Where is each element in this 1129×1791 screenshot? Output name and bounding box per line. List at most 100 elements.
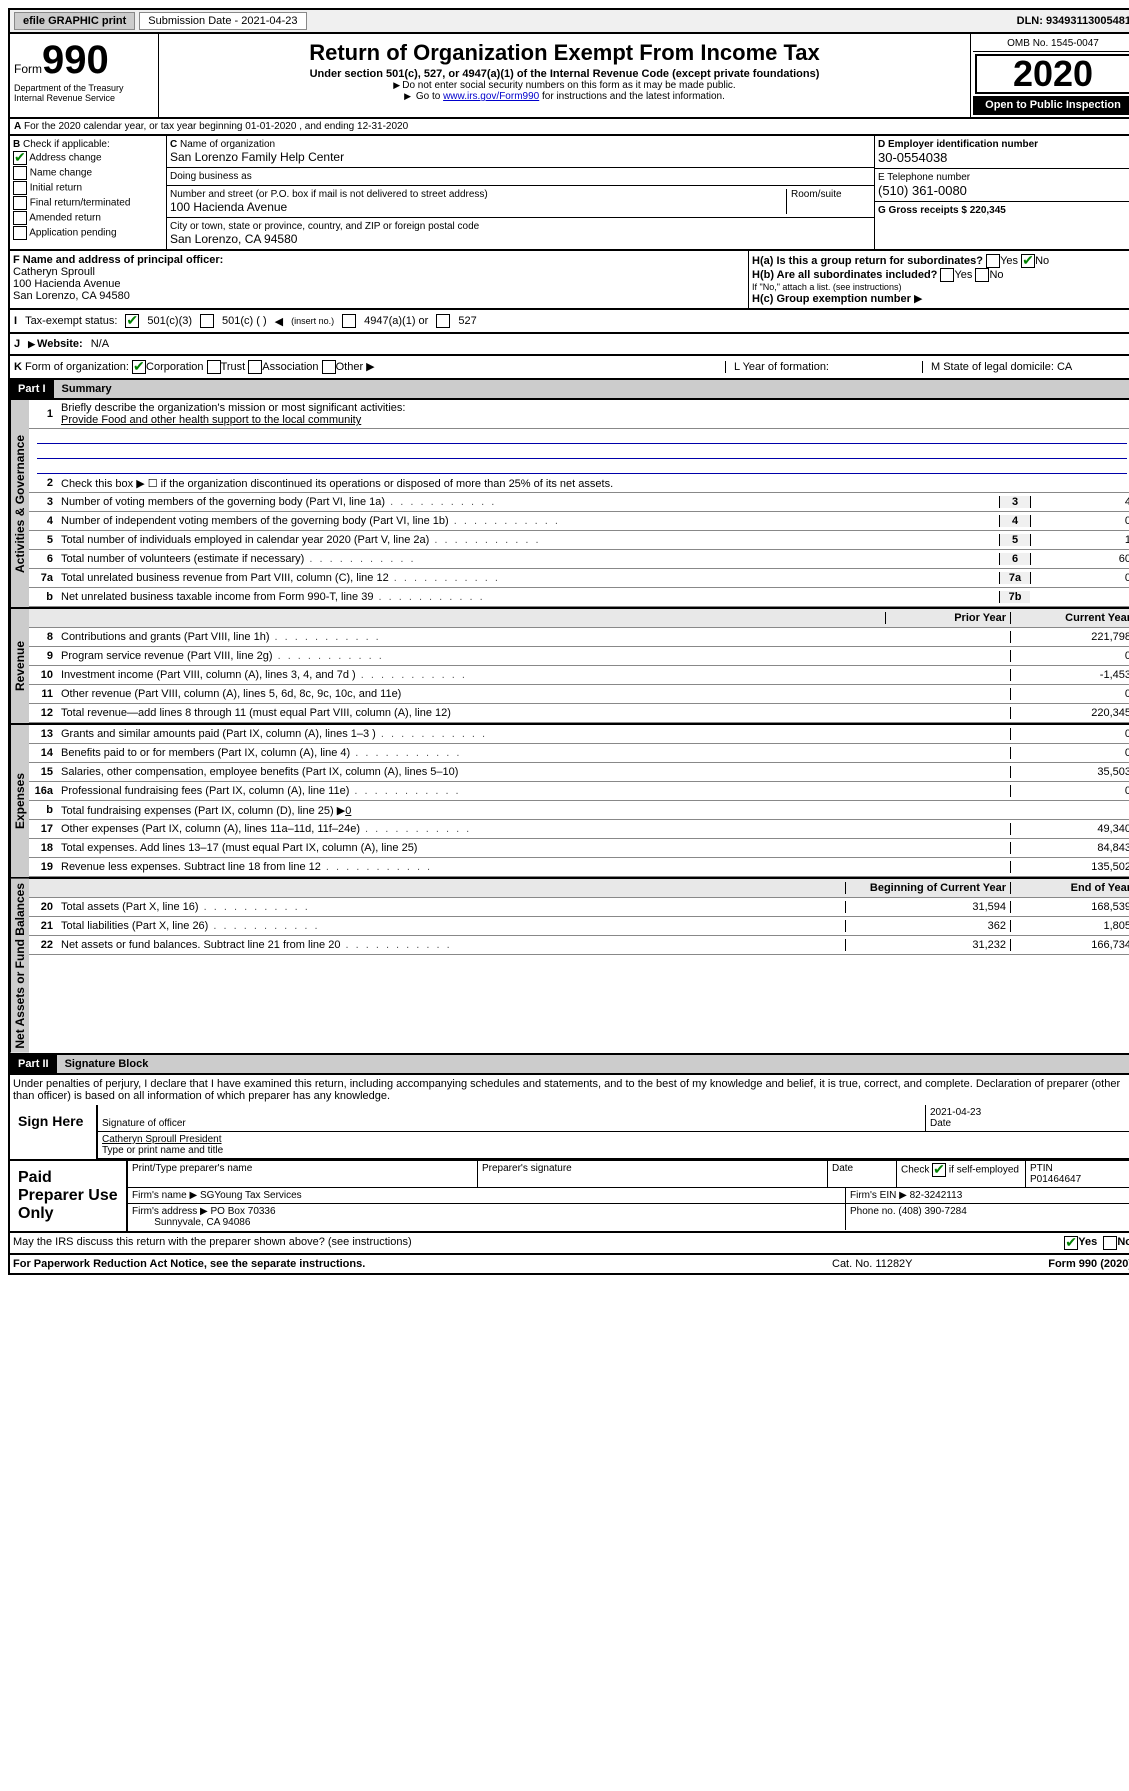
tax-label: Tax-exempt status: (25, 315, 117, 327)
sig-date: 2021-04-23 (930, 1107, 981, 1118)
org-info-row: B Check if applicable: Address change Na… (8, 136, 1129, 251)
discuss-yes: Yes (1078, 1236, 1097, 1250)
initial-label: Initial return (30, 183, 82, 194)
year-cell: OMB No. 1545-0047 2020 Open to Public In… (970, 34, 1129, 117)
officer-row: F Name and address of principal officer:… (8, 251, 1129, 310)
line12-val: 220,345 (1010, 707, 1129, 719)
prep-sig-label: Preparer's signature (478, 1161, 828, 1187)
vlabel-activities: Activities & Governance (10, 400, 29, 607)
line9-text: Program service revenue (Part VIII, line… (57, 648, 885, 664)
line18-text: Total expenses. Add lines 13–17 (must eq… (57, 840, 885, 856)
irs-link[interactable]: www.irs.gov/Form990 (443, 91, 539, 102)
line20-end: 168,539 (1010, 901, 1129, 913)
prep-date-label: Date (828, 1161, 897, 1187)
efile-print-button[interactable]: efile GRAPHIC print (14, 12, 135, 30)
501c3-checkbox[interactable] (125, 314, 139, 328)
korg-label: Form of organization: (25, 361, 129, 373)
omb-number: OMB No. 1545-0047 (973, 36, 1129, 52)
line17-text: Other expenses (Part IX, column (A), lin… (57, 821, 885, 837)
vlabel-expenses: Expenses (10, 725, 29, 877)
line19-val: 135,502 (1010, 861, 1129, 873)
perjury-text: Under penalties of perjury, I declare th… (10, 1075, 1129, 1105)
pra-notice: For Paperwork Reduction Act Notice, see … (13, 1258, 832, 1270)
line13-text: Grants and similar amounts paid (Part IX… (57, 726, 885, 742)
527-checkbox[interactable] (436, 314, 450, 328)
hb-yes: Yes (954, 269, 972, 281)
form-number: 990 (42, 38, 109, 82)
form-number-cell: Form990 Department of the Treasury Inter… (10, 34, 159, 117)
sig-officer-label: Signature of officer (102, 1118, 186, 1129)
hb-label: H(b) Are all subordinates included? (752, 269, 937, 281)
discuss-no-checkbox[interactable] (1103, 1236, 1117, 1250)
line16a-text: Professional fundraising fees (Part IX, … (57, 783, 885, 799)
trust-checkbox[interactable] (207, 360, 221, 374)
discuss-yes-checkbox[interactable] (1064, 1236, 1078, 1250)
line12-text: Total revenue—add lines 8 through 11 (mu… (57, 705, 885, 721)
assoc-label: Association (262, 361, 318, 373)
end-year-hdr: End of Year (1010, 882, 1129, 894)
gross-receipts: G Gross receipts $ 220,345 (878, 205, 1006, 216)
ha-no-checkbox[interactable] (1021, 254, 1035, 268)
hb-yes-checkbox[interactable] (940, 268, 954, 282)
501c-checkbox[interactable] (200, 314, 214, 328)
form-header: Form990 Department of the Treasury Inter… (8, 34, 1129, 119)
app-pending-label: Application pending (29, 228, 116, 239)
527-label: 527 (458, 315, 476, 327)
name-change-checkbox[interactable] (13, 166, 27, 180)
ha-yes-checkbox[interactable] (986, 254, 1000, 268)
self-employed-label: if self-employed (949, 1165, 1019, 1176)
hb-no-checkbox[interactable] (975, 268, 989, 282)
address-change-checkbox[interactable] (13, 151, 27, 165)
tel-label: E Telephone number (878, 172, 970, 183)
line20-text: Total assets (Part X, line 16) (57, 899, 845, 915)
ein-column: D Employer identification number30-05540… (874, 136, 1129, 249)
line15-text: Salaries, other compensation, employee b… (57, 764, 885, 780)
website-row: J Website: N/A (8, 334, 1129, 356)
line7b-text: Net unrelated business taxable income fr… (57, 589, 999, 605)
form-org-row: K Form of organization: Corporation Trus… (8, 356, 1129, 380)
line16b-val: 0 (345, 805, 351, 817)
other-checkbox[interactable] (322, 360, 336, 374)
state-domicile: M State of legal domicile: CA (922, 361, 1129, 373)
firm-addr: PO Box 70336 (211, 1206, 276, 1217)
amended-checkbox[interactable] (13, 211, 27, 225)
line14-text: Benefits paid to or for members (Part IX… (57, 745, 885, 761)
prep-name-label: Print/Type preparer's name (128, 1161, 478, 1187)
trust-label: Trust (221, 361, 246, 373)
officer-sig-name: Catheryn Sproull President (102, 1134, 222, 1145)
assoc-checkbox[interactable] (248, 360, 262, 374)
line16b-text: Total fundraising expenses (Part IX, col… (61, 805, 345, 817)
begin-year-hdr: Beginning of Current Year (845, 882, 1010, 894)
initial-return-checkbox[interactable] (13, 181, 27, 195)
org-city: San Lorenzo, CA 94580 (170, 232, 297, 246)
application-pending-checkbox[interactable] (13, 226, 27, 240)
year-formation: L Year of formation: (725, 361, 914, 373)
ptin-value: P01464647 (1030, 1174, 1081, 1185)
hb-note: If "No," attach a list. (see instruction… (752, 282, 1129, 292)
part1-header: Part I Summary (8, 380, 1129, 400)
self-employed-checkbox[interactable] (932, 1163, 946, 1177)
signature-block: Under penalties of perjury, I declare th… (8, 1075, 1129, 1161)
vlabel-revenue: Revenue (10, 609, 29, 723)
ssn-note: Do not enter social security numbers on … (163, 80, 966, 91)
line5-val: 1 (1030, 534, 1129, 546)
ein-value: 30-0554038 (878, 150, 947, 165)
website-label: Website: (28, 338, 83, 350)
line8-text: Contributions and grants (Part VIII, lin… (57, 629, 885, 645)
ptin-label: PTIN (1030, 1163, 1053, 1174)
submission-date: Submission Date - 2021-04-23 (139, 12, 306, 30)
period-text: For the 2020 calendar year, or tax year … (24, 121, 408, 132)
corp-checkbox[interactable] (132, 360, 146, 374)
line10-val: -1,453 (1010, 669, 1129, 681)
line18-val: 84,843 (1010, 842, 1129, 854)
prior-year-hdr: Prior Year (885, 612, 1010, 624)
line17-val: 49,340 (1010, 823, 1129, 835)
top-toolbar: efile GRAPHIC print Submission Date - 20… (8, 8, 1129, 34)
4947-checkbox[interactable] (342, 314, 356, 328)
line21-text: Total liabilities (Part X, line 26) (57, 918, 845, 934)
sig-date-label: Date (930, 1118, 951, 1129)
org-addr: 100 Hacienda Avenue (170, 200, 287, 214)
discuss-no: No (1117, 1236, 1129, 1250)
ha-yes: Yes (1000, 255, 1018, 267)
final-return-checkbox[interactable] (13, 196, 27, 210)
